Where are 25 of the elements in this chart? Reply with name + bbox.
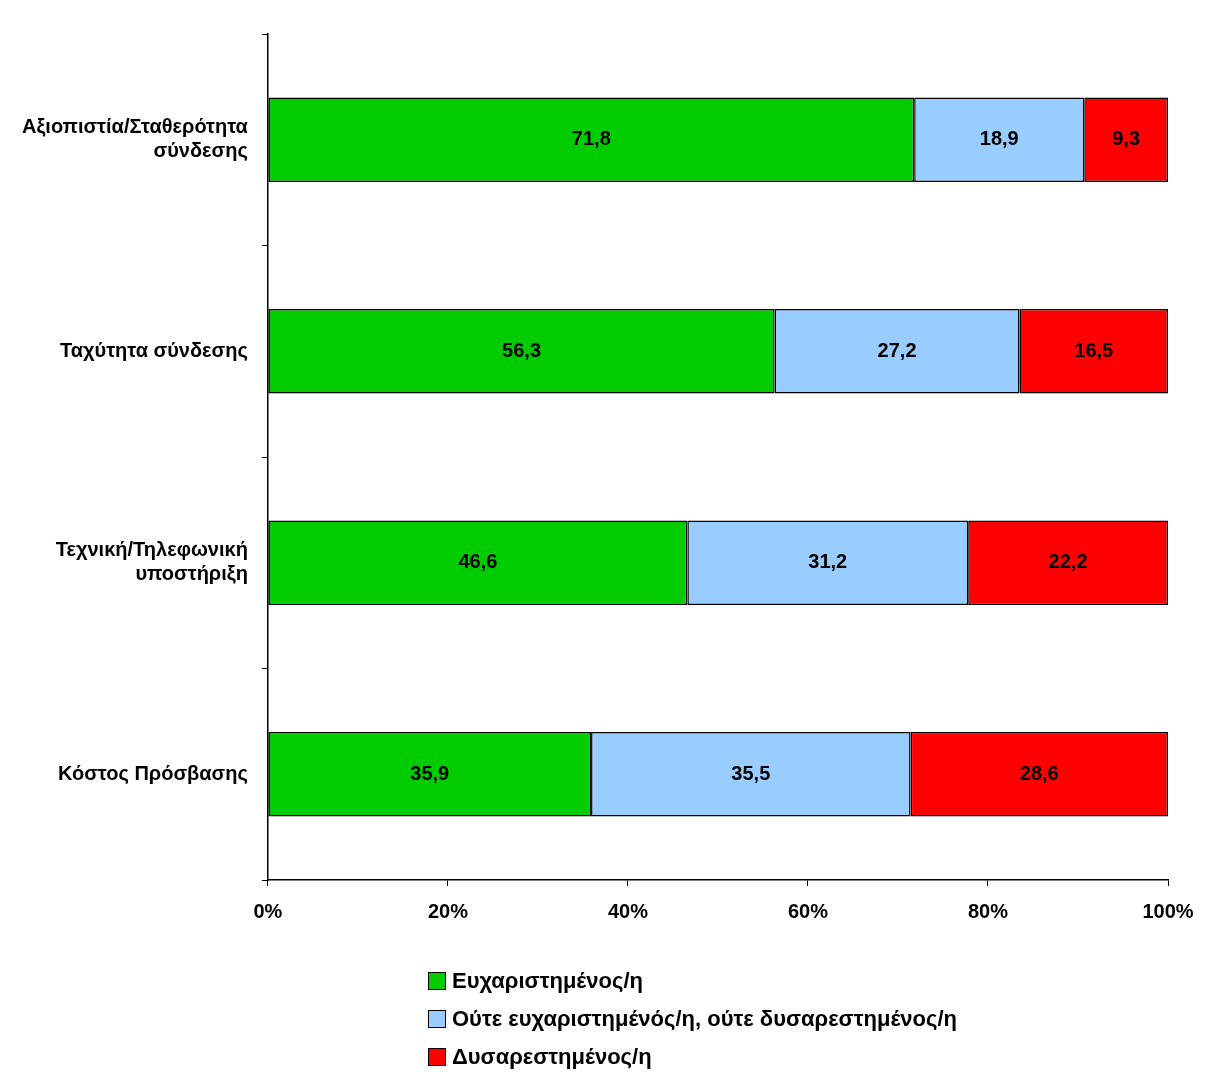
data-label: 9,3 xyxy=(1112,127,1141,150)
x-tick-label: 60% xyxy=(787,899,829,922)
data-label: 56,3 xyxy=(502,338,542,361)
y-tick-label: Τεχνική/Τηλεφωνική υποστήριξη xyxy=(55,538,248,585)
x-tick-label: 80% xyxy=(967,899,1009,922)
x-tick-label: 0% xyxy=(253,899,283,922)
y-tick-label: Κόστος Πρόσβασης xyxy=(57,761,248,784)
legend-label: Δυσαρεστημένος/η xyxy=(452,1044,652,1070)
data-label: 46,6 xyxy=(458,550,498,573)
data-label: 22,2 xyxy=(1048,550,1088,573)
y-tick-label: Αξιοπιστία/Σταθερότητα σύνδεσης xyxy=(22,115,249,162)
data-label: 18,9 xyxy=(979,127,1019,150)
y-tick-label: Ταχύτητα σύνδεσης xyxy=(60,338,248,361)
data-label: 35,5 xyxy=(731,761,771,784)
data-label: 31,2 xyxy=(808,550,848,573)
x-tick-label: 100% xyxy=(1142,899,1194,922)
x-tick-label: 20% xyxy=(427,899,469,922)
data-label: 27,2 xyxy=(877,338,917,361)
data-label: 16,5 xyxy=(1074,338,1114,361)
x-tick-label: 40% xyxy=(607,899,649,922)
data-label: 28,6 xyxy=(1019,761,1059,784)
legend-label: Ούτε ευχαριστημένός/η, ούτε δυσαρεστημένος/η xyxy=(452,1006,957,1032)
data-label: 71,8 xyxy=(571,127,611,150)
legend-label: Ευχαριστημένος/η xyxy=(452,968,643,994)
data-label: 35,9 xyxy=(410,761,450,784)
